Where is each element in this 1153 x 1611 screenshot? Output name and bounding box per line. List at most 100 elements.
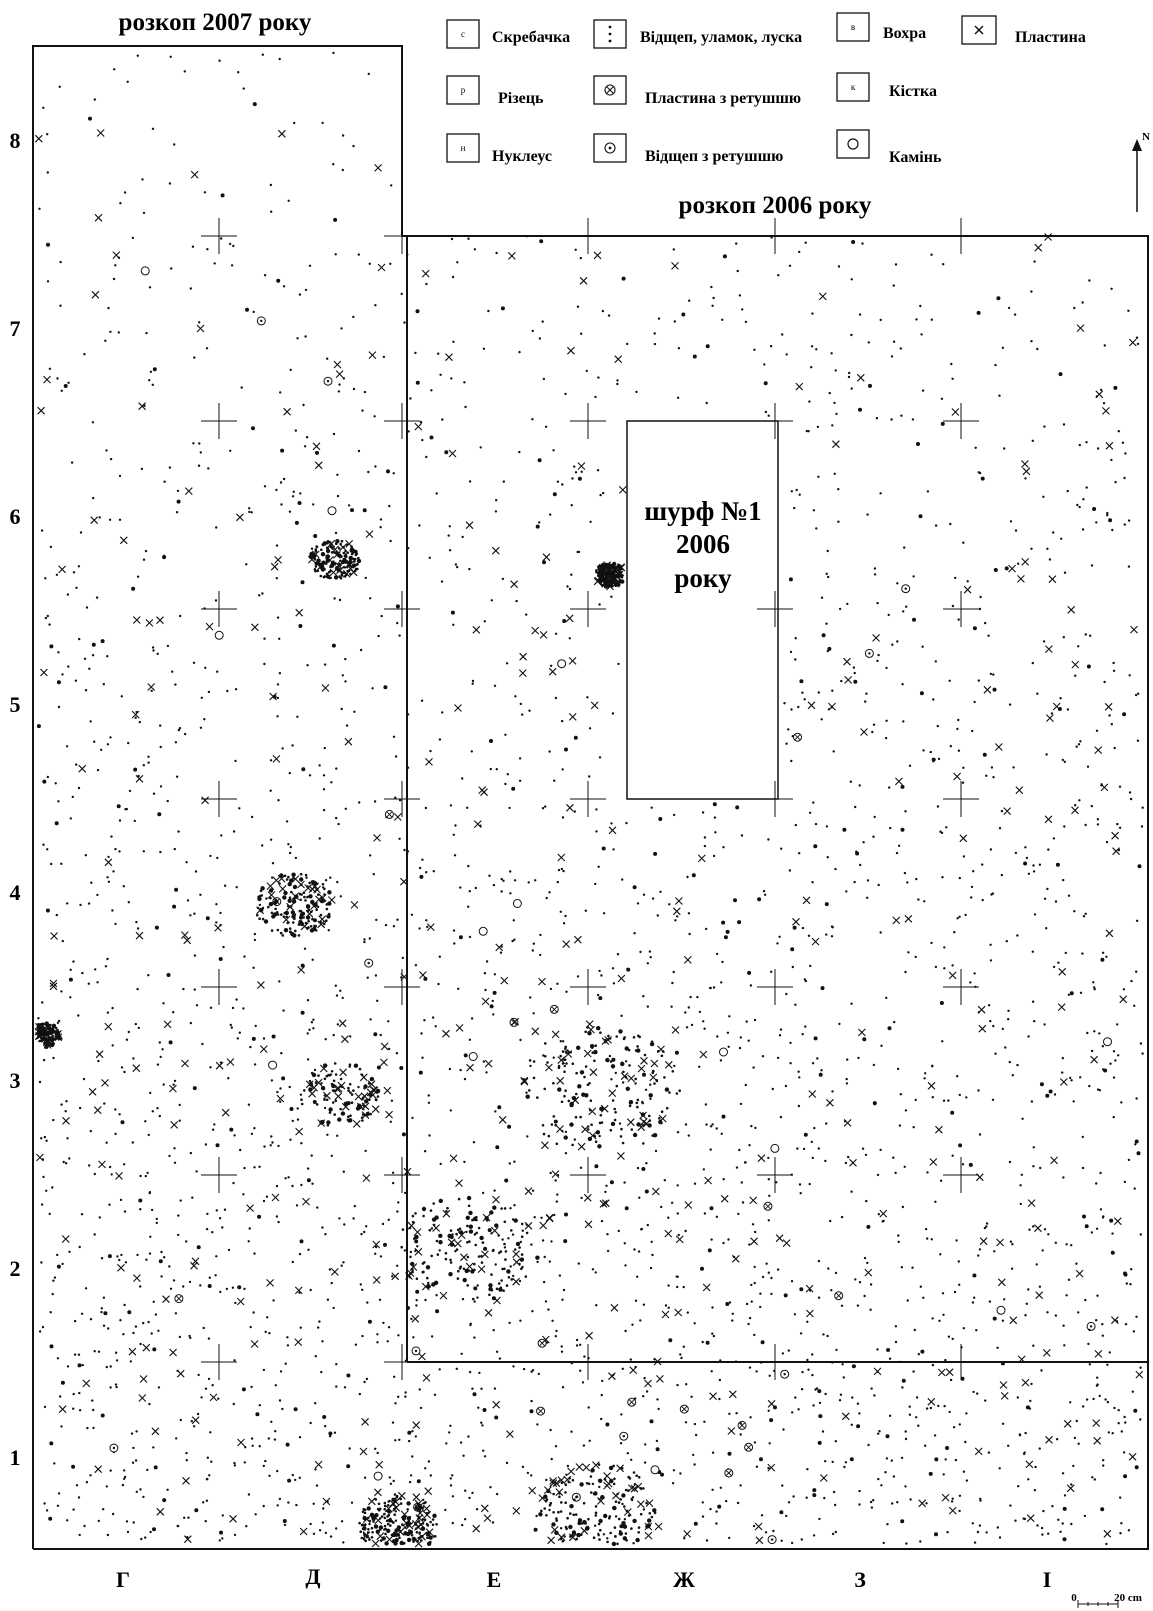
blade-mark-icon — [507, 252, 516, 260]
flake-dot — [902, 720, 905, 723]
flake-dot — [1001, 1422, 1005, 1426]
flake-dot — [196, 1412, 200, 1416]
blade-mark-icon — [424, 1487, 433, 1496]
flake-dot — [77, 1353, 81, 1356]
legend-symbol-retouched-flake — [604, 142, 616, 154]
flake-dot — [539, 933, 542, 937]
flake-dot — [658, 1117, 661, 1120]
flake-dot — [102, 1508, 105, 1511]
blade-mark-icon — [1045, 1435, 1053, 1444]
flake-dot — [398, 837, 401, 840]
blade-mark-icon — [1094, 746, 1103, 754]
blade-mark-icon — [454, 704, 462, 712]
flake-dot — [379, 1033, 382, 1037]
flake-dot — [943, 967, 946, 970]
flake-dot — [767, 1178, 770, 1181]
flake-dot — [641, 1101, 644, 1105]
flake-dot — [655, 1439, 659, 1443]
flake-dot — [421, 1506, 425, 1509]
blade-mark-icon — [1058, 967, 1067, 976]
blade-mark-icon — [480, 1504, 489, 1513]
scale-bar: 0 20 cm — [1071, 1592, 1142, 1608]
flake-dot — [1100, 1507, 1105, 1512]
flake-dot — [1084, 1224, 1089, 1229]
flake-dot — [1099, 388, 1103, 391]
flake-dot — [454, 563, 458, 566]
flake-dot — [844, 1461, 848, 1464]
flake-dot — [650, 1240, 653, 1244]
flake-dot — [62, 1160, 65, 1164]
flake-dot — [616, 382, 619, 386]
flake-dot — [421, 1206, 427, 1212]
blade-mark-icon — [1044, 815, 1053, 824]
flake-dot — [1030, 1382, 1033, 1386]
flake-dot — [401, 1523, 404, 1526]
flake-dot — [543, 1087, 546, 1091]
flake-dot — [906, 881, 909, 884]
blade-mark-icon — [856, 373, 865, 382]
flake-dot — [66, 1519, 69, 1522]
flake-dot — [515, 1241, 521, 1247]
flake-dot — [279, 1087, 282, 1090]
flake-dot — [488, 1283, 493, 1288]
flake-dot — [619, 1498, 622, 1501]
flake-dot — [897, 844, 901, 847]
blade-mark-icon — [604, 1036, 612, 1044]
flake-dot — [150, 1208, 154, 1212]
flake-dot — [109, 1469, 112, 1472]
flake-dot — [468, 890, 471, 893]
flake-dot — [677, 1233, 680, 1237]
flake-dot — [52, 1118, 55, 1122]
flake-dot — [325, 919, 328, 922]
flake-dot — [478, 1371, 481, 1375]
flake-dot — [288, 771, 291, 775]
blade-mark-icon — [843, 657, 851, 666]
flake-dot — [710, 285, 713, 289]
flake-dot — [330, 1154, 333, 1158]
flake-dot — [676, 1184, 679, 1187]
blade-mark-icon — [414, 422, 423, 431]
blade-mark-icon — [864, 1268, 873, 1277]
blade-mark-icon — [849, 1158, 857, 1167]
flake-dot — [598, 756, 602, 759]
flake-dot — [841, 1363, 844, 1366]
flake-dot — [342, 1261, 345, 1264]
flake-dot — [125, 1520, 129, 1523]
flake-dot — [525, 1231, 529, 1235]
flake-dot — [369, 597, 372, 600]
flake-dot — [1078, 443, 1082, 447]
flake-dot — [461, 777, 464, 780]
flake-dot — [40, 1039, 44, 1043]
retouched-blade-mark-icon — [174, 1294, 184, 1304]
flake-dot — [186, 1536, 189, 1539]
flake-dot — [676, 915, 679, 918]
flake-dot — [788, 577, 793, 582]
flake-dot — [584, 909, 587, 912]
flake-dot — [794, 637, 797, 640]
blade-mark-icon — [626, 1118, 635, 1127]
flake-dot — [915, 1396, 919, 1399]
stone-mark-icon — [478, 926, 488, 936]
flake-dot — [306, 1167, 310, 1170]
flake-dot — [242, 1007, 245, 1010]
blade-mark-icon — [330, 1268, 339, 1276]
flake-dot — [1095, 1384, 1099, 1387]
blade-mark-icon — [562, 940, 571, 948]
flake-dot — [168, 1040, 173, 1045]
flake-dot — [781, 333, 784, 336]
flake-dot — [192, 1086, 197, 1091]
flake-dot — [172, 904, 177, 909]
flake-dot — [300, 1098, 303, 1101]
flake-dot — [195, 1170, 198, 1173]
flake-dot — [594, 1164, 599, 1169]
flake-dot — [444, 1251, 448, 1255]
flake-dot — [348, 1447, 351, 1450]
flake-dot — [788, 869, 792, 872]
blade-mark-icon — [755, 1536, 764, 1545]
flake-dot — [770, 236, 773, 239]
flake-dot — [339, 576, 343, 580]
flake-dot — [1029, 1399, 1032, 1403]
flake-dot — [1113, 746, 1116, 750]
blade-mark-icon — [1104, 702, 1113, 711]
flake-dot — [489, 1486, 492, 1489]
